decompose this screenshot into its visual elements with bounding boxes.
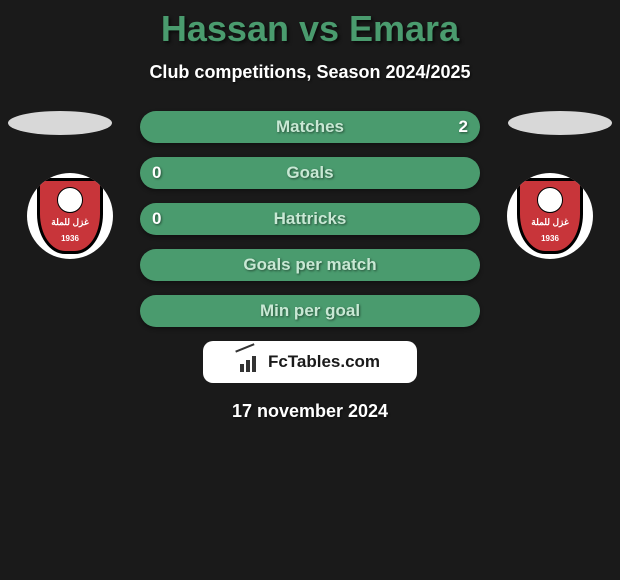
comparison-panel: غزل للملة 1936 غزل للملة 1936 Matches 2 … (0, 111, 620, 422)
crest-year: 1936 (520, 234, 580, 243)
stat-value-left: 0 (152, 209, 161, 229)
player-placeholder-right (508, 111, 612, 135)
stat-value-right: 2 (459, 117, 468, 137)
crest-icon: غزل للملة 1936 (517, 178, 583, 254)
stat-row-hattricks: 0 Hattricks (140, 203, 480, 235)
stat-label: Goals per match (140, 255, 480, 275)
crest-icon: غزل للملة 1936 (37, 178, 103, 254)
stat-label: Hattricks (140, 209, 480, 229)
stat-row-goals-per-match: Goals per match (140, 249, 480, 281)
stat-row-min-per-goal: Min per goal (140, 295, 480, 327)
stat-row-goals: 0 Goals (140, 157, 480, 189)
stat-label: Matches (140, 117, 480, 137)
stats-list: Matches 2 0 Goals 0 Hattricks Goals per … (140, 111, 480, 327)
stat-label: Goals (140, 163, 480, 183)
brand-badge[interactable]: FcTables.com (203, 341, 417, 383)
stat-label: Min per goal (140, 301, 480, 321)
stat-value-left: 0 (152, 163, 161, 183)
player-placeholder-left (8, 111, 112, 135)
date-text: 17 november 2024 (0, 401, 620, 422)
brand-label: FcTables.com (268, 352, 380, 372)
crest-script: غزل للملة (520, 217, 580, 228)
club-logo-left: غزل للملة 1936 (27, 173, 113, 259)
crest-year: 1936 (40, 234, 100, 243)
chart-icon (240, 352, 264, 372)
subtitle: Club competitions, Season 2024/2025 (0, 62, 620, 83)
crest-script: غزل للملة (40, 217, 100, 228)
stat-row-matches: Matches 2 (140, 111, 480, 143)
page-title: Hassan vs Emara (0, 0, 620, 50)
club-logo-right: غزل للملة 1936 (507, 173, 593, 259)
